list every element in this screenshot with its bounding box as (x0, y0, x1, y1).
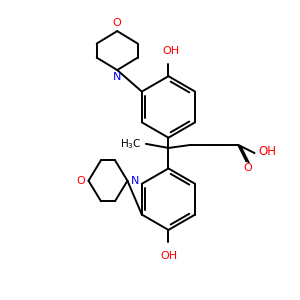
Text: O: O (113, 18, 122, 28)
Text: O: O (76, 176, 85, 186)
Text: OH: OH (259, 145, 277, 158)
Text: H$_3$C: H$_3$C (120, 137, 142, 151)
Text: O: O (243, 164, 252, 173)
Text: OH: OH (162, 46, 179, 56)
Text: N: N (113, 72, 122, 82)
Text: N: N (130, 176, 139, 186)
Text: OH: OH (160, 251, 177, 262)
